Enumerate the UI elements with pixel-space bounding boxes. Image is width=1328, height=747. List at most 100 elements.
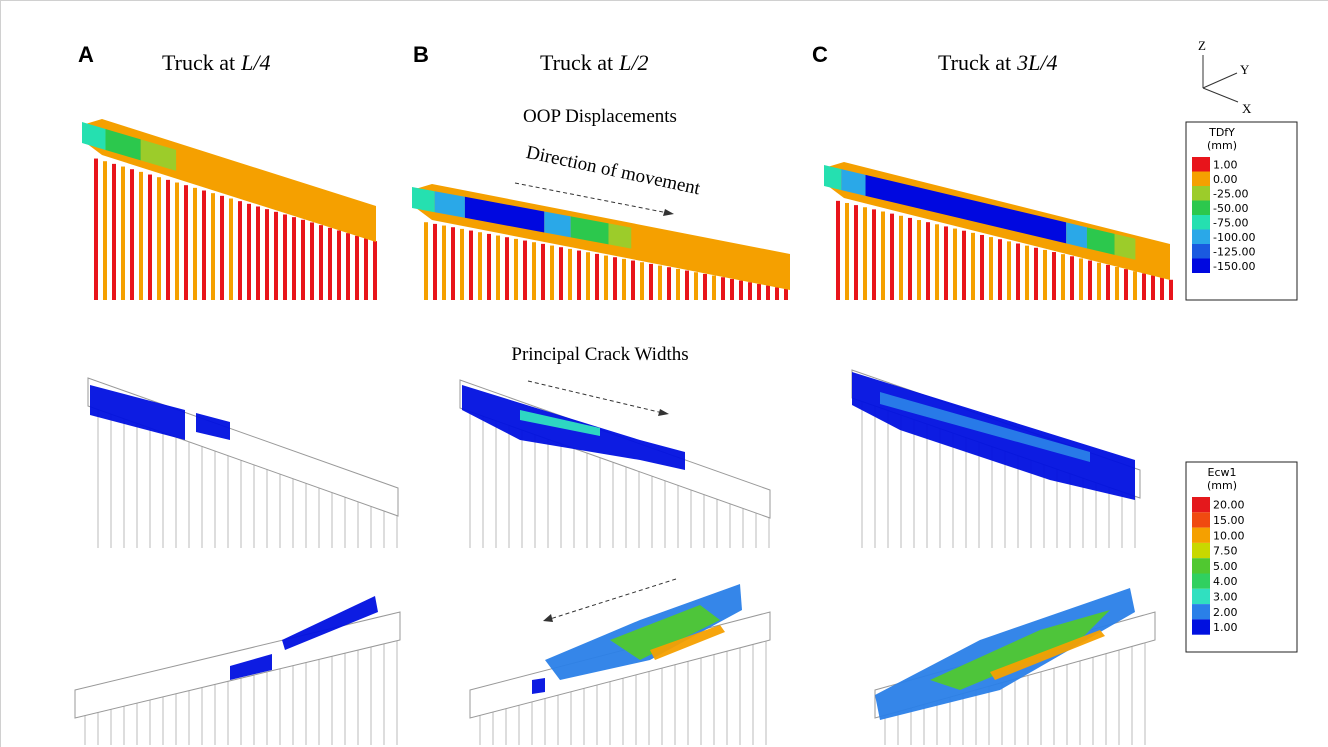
column <box>1169 280 1173 300</box>
column <box>890 214 894 300</box>
column <box>292 217 296 300</box>
column <box>721 277 725 300</box>
legend-swatch <box>1192 230 1210 245</box>
legends: TDfY(mm)1.000.00-25.00-50.00-75.00-100.0… <box>1186 122 1297 652</box>
deck-patch <box>824 165 841 190</box>
column <box>926 222 930 300</box>
column <box>766 286 770 300</box>
legend-label: 7.50 <box>1213 545 1238 558</box>
legend-swatch <box>1192 528 1210 543</box>
title-italic: L/4 <box>240 50 270 75</box>
column <box>1124 269 1128 300</box>
axis-label: Y <box>1240 62 1250 77</box>
legend-label: -25.00 <box>1213 187 1248 200</box>
arrow-head <box>658 409 669 416</box>
column <box>784 289 788 300</box>
axis-triad <box>1203 55 1238 102</box>
legend-unit: (mm) <box>1207 139 1237 152</box>
column <box>433 224 437 300</box>
column <box>703 274 707 300</box>
legend-label: 0.00 <box>1213 173 1238 186</box>
column <box>1079 258 1083 300</box>
column <box>854 205 858 300</box>
column <box>872 209 876 300</box>
column <box>899 216 903 300</box>
column <box>112 164 116 300</box>
column <box>559 247 563 300</box>
column <box>157 177 161 300</box>
legend-swatch <box>1192 543 1210 558</box>
legend-swatch <box>1192 244 1210 259</box>
column <box>1016 244 1020 300</box>
column <box>1115 267 1119 300</box>
column <box>586 252 590 300</box>
column <box>460 229 464 300</box>
column <box>863 207 867 300</box>
column <box>944 226 948 300</box>
panel-label: A <box>78 42 94 67</box>
column <box>881 212 885 300</box>
direction-arrow <box>528 381 663 413</box>
column <box>649 264 653 300</box>
column <box>989 237 993 300</box>
column <box>980 235 984 300</box>
column <box>274 212 278 300</box>
column <box>640 262 644 300</box>
column <box>301 220 305 300</box>
title-italic: L/2 <box>618 50 648 75</box>
column <box>775 287 779 300</box>
legend-swatch <box>1192 157 1210 172</box>
legend-swatch <box>1192 589 1210 604</box>
column <box>836 201 840 300</box>
column <box>121 167 125 300</box>
title-text: Truck at <box>938 50 1011 75</box>
column <box>971 233 975 300</box>
column <box>229 199 233 301</box>
column <box>1097 263 1101 300</box>
column <box>953 229 957 300</box>
title-italic: 3L/4 <box>1016 50 1057 75</box>
column <box>523 241 527 300</box>
column <box>247 204 251 300</box>
column <box>694 272 698 300</box>
column <box>130 169 134 300</box>
column <box>283 214 287 300</box>
column <box>496 236 500 300</box>
column <box>139 172 143 300</box>
legend-label: 20.00 <box>1213 499 1245 512</box>
column <box>166 180 170 300</box>
column <box>1052 252 1056 300</box>
panel-label: B <box>413 42 429 67</box>
column <box>346 233 350 300</box>
legend-swatch <box>1192 172 1210 187</box>
legend-title: Ecw1 <box>1208 466 1237 479</box>
column <box>962 231 966 300</box>
legend-swatch <box>1192 215 1210 230</box>
column <box>148 175 152 300</box>
column <box>712 276 716 300</box>
column <box>94 159 98 300</box>
column <box>478 232 482 300</box>
axis-label: Z <box>1198 38 1206 53</box>
legend-label: 1.00 <box>1213 621 1238 634</box>
panel-label: C <box>812 42 828 67</box>
column <box>631 261 635 300</box>
legend-swatch <box>1192 604 1210 619</box>
column <box>1088 261 1092 300</box>
column <box>1133 271 1137 300</box>
column <box>685 271 689 300</box>
column <box>1025 246 1029 300</box>
axis-label: X <box>1242 101 1252 116</box>
column <box>193 188 197 300</box>
title-text: Truck at <box>540 50 613 75</box>
axis <box>1203 73 1237 88</box>
column <box>757 284 761 300</box>
legend-swatch <box>1192 186 1210 201</box>
column <box>532 242 536 300</box>
column <box>373 241 377 300</box>
legend-label: 4.00 <box>1213 575 1238 588</box>
arrow-label: Direction of movement <box>524 142 702 200</box>
legend-label: -100.00 <box>1213 231 1255 244</box>
